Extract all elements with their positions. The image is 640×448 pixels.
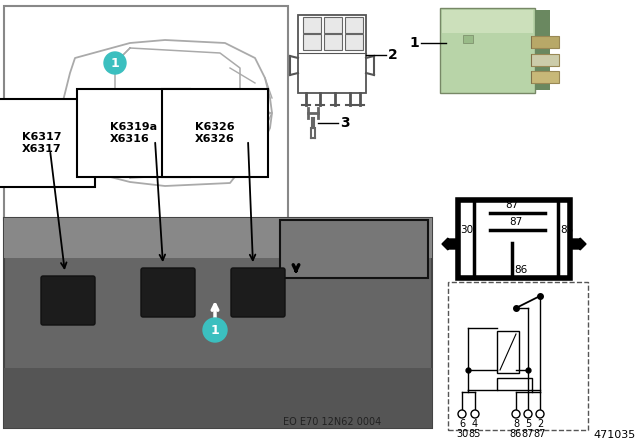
- FancyBboxPatch shape: [41, 276, 95, 325]
- FancyArrow shape: [442, 238, 458, 250]
- Circle shape: [524, 410, 532, 418]
- Bar: [4, 368, 432, 428]
- FancyBboxPatch shape: [531, 54, 559, 66]
- Text: 87: 87: [534, 429, 546, 439]
- Text: 87: 87: [522, 429, 534, 439]
- Circle shape: [104, 52, 126, 74]
- Text: 30: 30: [456, 429, 468, 439]
- Text: 86: 86: [510, 429, 522, 439]
- Text: 6: 6: [459, 419, 465, 429]
- Bar: [303, 17, 321, 33]
- FancyBboxPatch shape: [141, 268, 195, 317]
- Text: 1: 1: [409, 36, 419, 50]
- Text: K6326
X6326: K6326 X6326: [195, 122, 235, 144]
- FancyArrow shape: [570, 238, 586, 250]
- Bar: [324, 34, 342, 50]
- Text: 1: 1: [111, 56, 120, 69]
- Text: 3: 3: [340, 116, 349, 130]
- Bar: [535, 10, 550, 90]
- Bar: [497, 331, 519, 373]
- Circle shape: [458, 410, 466, 418]
- Bar: [458, 200, 570, 278]
- Text: 1: 1: [211, 323, 220, 336]
- Circle shape: [512, 410, 520, 418]
- FancyBboxPatch shape: [531, 71, 559, 83]
- Circle shape: [203, 318, 227, 342]
- Text: 86: 86: [514, 265, 527, 275]
- Bar: [4, 6, 288, 220]
- Text: 85: 85: [469, 429, 481, 439]
- Text: 30: 30: [460, 225, 473, 235]
- Bar: [4, 218, 432, 258]
- Bar: [345, 34, 363, 50]
- Bar: [448, 282, 588, 430]
- Text: 471035: 471035: [594, 430, 636, 440]
- Circle shape: [536, 410, 544, 418]
- Circle shape: [471, 410, 479, 418]
- Text: 87: 87: [509, 217, 523, 227]
- Text: K6317
X6317: K6317 X6317: [22, 132, 61, 154]
- Bar: [345, 17, 363, 33]
- Bar: [463, 35, 473, 43]
- Bar: [280, 220, 428, 278]
- Text: 2: 2: [537, 419, 543, 429]
- FancyBboxPatch shape: [531, 36, 559, 48]
- Bar: [497, 378, 532, 390]
- Text: 4: 4: [472, 419, 478, 429]
- FancyBboxPatch shape: [231, 268, 285, 317]
- Text: EO E70 12N62 0004: EO E70 12N62 0004: [283, 417, 381, 427]
- Text: 85: 85: [560, 225, 573, 235]
- FancyBboxPatch shape: [442, 10, 533, 33]
- Text: K6319a
X6316: K6319a X6316: [110, 122, 157, 144]
- Bar: [324, 17, 342, 33]
- Bar: [440, 8, 535, 93]
- Text: 87: 87: [506, 200, 518, 210]
- Text: 8: 8: [513, 419, 519, 429]
- Bar: [303, 34, 321, 50]
- Bar: [4, 218, 432, 428]
- Text: 5: 5: [525, 419, 531, 429]
- Bar: [298, 15, 366, 93]
- Text: 2: 2: [388, 48, 397, 62]
